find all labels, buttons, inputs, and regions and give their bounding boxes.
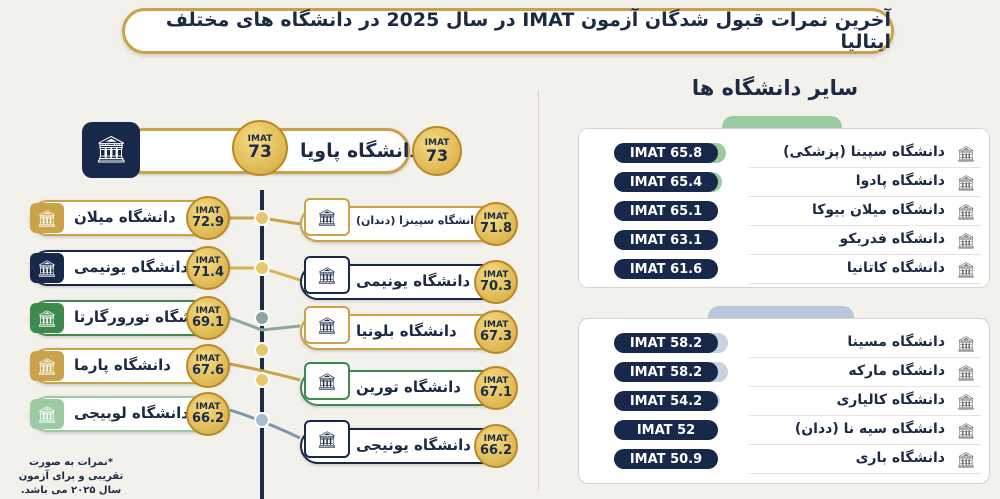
score-pill: IMAT 58.2 <box>614 333 718 353</box>
row-separator <box>749 357 981 358</box>
right-item-name: دانشگاه تورین <box>356 378 461 396</box>
building-icon: 🏛 <box>956 451 976 469</box>
university-name: دانشگاه کالیاری <box>836 392 945 408</box>
caduceus-icon: 🏛 <box>956 232 976 250</box>
pavia-center-badge: IMAT 73 <box>232 120 288 176</box>
microscope-icon: 🏛 <box>956 145 976 163</box>
left-item-badge: IMAT 66.2 <box>186 392 230 436</box>
score-pill: IMAT 50.9 <box>614 449 718 469</box>
building-icon: 🏛 <box>30 253 64 283</box>
leaf-icon: 🏛 <box>956 364 976 382</box>
left-item-badge: IMAT 71.4 <box>186 246 230 290</box>
university-icon: 🏛 <box>82 122 140 178</box>
row-separator <box>749 196 981 197</box>
pavia-name: دانشگاه پاویا <box>300 140 420 162</box>
university-name: دانشگاه سپینا (پزشکی) <box>783 144 945 160</box>
row-separator <box>749 283 981 284</box>
university-name: دانشگاه کاتانیا <box>846 260 945 276</box>
list-item: IMAT 65.8 دانشگاه سپینا (پزشکی) 🏛 <box>579 139 991 168</box>
left-item-badge: IMAT 69.1 <box>186 296 230 340</box>
list-item: IMAT 58.2 دانشگاه مارکه 🏛 <box>579 358 991 387</box>
left-item-badge: IMAT 67.6 <box>186 344 230 388</box>
x-box-icon: 🏛 <box>956 203 976 221</box>
other-universities-heading: سایر دانشگاه ها <box>691 76 859 100</box>
right-item-name: دانشگاه سپینزا (دندان) <box>356 214 480 227</box>
row-separator <box>749 415 981 416</box>
building-icon: 🏛 <box>30 351 64 381</box>
university-name: دانشگاه مارکه <box>848 363 945 379</box>
list-item: IMAT 63.1 دانشگاه فدریکو 🏛 <box>579 226 991 255</box>
row-separator <box>749 225 981 226</box>
left-item-name: دانشگاه یونیمی <box>74 258 189 276</box>
list-item: IMAT 50.9 دانشگاه باری 🏛 <box>579 445 991 474</box>
lab-icon: 🏛 <box>956 261 976 279</box>
score-pill: IMAT 52 <box>614 420 718 440</box>
right-item-name: دانشگاه یونیمی <box>356 272 471 290</box>
score-pill: IMAT 65.1 <box>614 201 718 221</box>
list-item: IMAT 58.2 دانشگاه مسینا 🏛 <box>579 329 991 358</box>
score-pill: IMAT 65.4 <box>614 172 718 192</box>
building-icon: 🏛 <box>304 306 350 344</box>
right-item-name: دانشگاه بلونیا <box>356 322 457 340</box>
microscope-icon: 🏛 <box>30 399 64 429</box>
score-pill: IMAT 65.8 <box>614 143 718 163</box>
right-item-badge: IMAT 67.3 <box>474 310 518 354</box>
university-name: دانشگاه باری <box>855 450 945 466</box>
left-item-name: دانشگاه لوبیجی <box>74 404 189 422</box>
university-name: دانشگاه سیه نا (ددان) <box>794 421 945 437</box>
page-title: آخرین نمرات قبول شدگان آزمون IMAT در سال… <box>122 8 894 54</box>
footnote: *نمرات به صورت تقریبی و برای آزمون سال ۲… <box>18 457 124 496</box>
university-name: دانشگاه میلان بیوکا <box>811 202 945 218</box>
building-icon: 🏛 <box>304 362 350 400</box>
university-name: دانشگاه فدریکو <box>839 231 945 247</box>
list-item: IMAT 65.4 دانشگاه پادوا 🏛 <box>579 168 991 197</box>
list-item: IMAT 61.6 دانشگاه کاتانیا 🏛 <box>579 255 991 284</box>
university-name: دانشگاه مسینا <box>847 334 945 350</box>
tooth-icon: 🏛 <box>30 303 64 333</box>
list-item: IMAT 65.1 دانشگاه میلان بیوکا 🏛 <box>579 197 991 226</box>
right-item-badge: IMAT 70.3 <box>474 260 518 304</box>
group2-panel: IMAT 58.2 دانشگاه مسینا 🏛 IMAT 58.2 دانشگاه … <box>578 318 990 484</box>
certificate-icon: 🏛 <box>304 256 350 294</box>
score-pill: IMAT 58.2 <box>614 362 718 382</box>
score-pill: IMAT 63.1 <box>614 230 718 250</box>
building-icon: 🏛 <box>30 203 64 233</box>
tree-connectors <box>229 190 301 499</box>
left-item-name: دانشگاه میلان <box>74 208 176 226</box>
row-separator <box>749 444 981 445</box>
university-name: دانشگاه پادوا <box>855 173 945 189</box>
microscope-icon: 🏛 <box>956 174 976 192</box>
right-item-badge: IMAT 67.1 <box>474 366 518 410</box>
building-icon: 🏛 <box>956 393 976 411</box>
row-separator <box>749 167 981 168</box>
left-item-badge: IMAT 72.9 <box>186 196 230 240</box>
list-item: IMAT 52 دانشگاه سیه نا (ددان) 🏛 <box>579 416 991 445</box>
score-pill: IMAT 54.2 <box>614 391 718 411</box>
left-item-name: دانشگاه پارما <box>74 356 171 374</box>
list-item: IMAT 54.2 دانشگاه کالیاری 🏛 <box>579 387 991 416</box>
row-separator <box>749 473 981 474</box>
building-icon: 🏛 <box>304 420 350 458</box>
divider <box>538 90 539 490</box>
right-item-badge: IMAT 66.2 <box>474 424 518 468</box>
row-separator <box>749 254 981 255</box>
university-icon: 🏛 <box>956 335 976 353</box>
right-item-name: دانشگاه یونیجی <box>356 436 471 454</box>
row-separator <box>749 386 981 387</box>
group1-panel: IMAT 65.8 دانشگاه سپینا (پزشکی) 🏛 IMAT 65.4… <box>578 128 990 288</box>
pavia-score-badge: IMAT 73 <box>412 126 462 176</box>
right-item-badge: IMAT 71.8 <box>474 202 518 246</box>
building-icon: 🏛 <box>304 198 350 236</box>
score-pill: IMAT 61.6 <box>614 259 718 279</box>
tooth-icon: 🏛 <box>956 422 976 440</box>
left-item-name: دانشگاه تورورگارتا <box>74 308 213 326</box>
